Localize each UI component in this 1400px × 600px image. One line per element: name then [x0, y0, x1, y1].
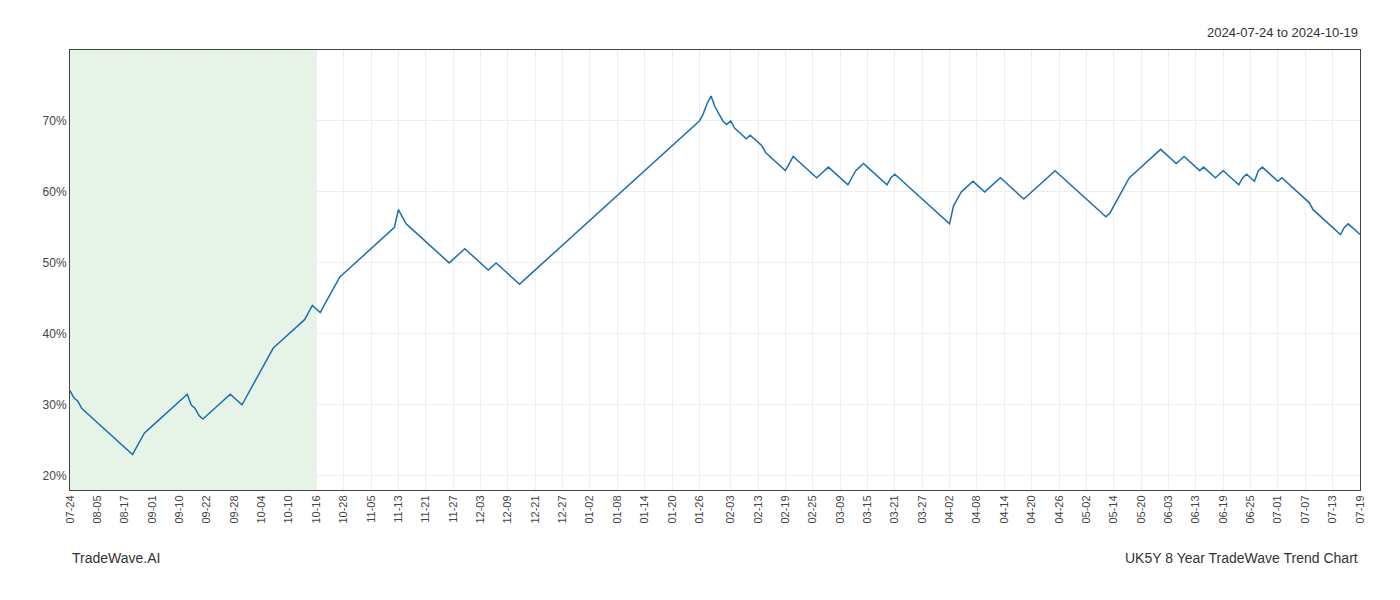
svg-text:09-10: 09-10 [173, 495, 185, 523]
svg-text:06-13: 06-13 [1189, 495, 1201, 523]
svg-text:01-08: 01-08 [611, 495, 623, 523]
svg-text:03-09: 03-09 [834, 495, 846, 523]
svg-text:01-14: 01-14 [638, 495, 650, 523]
svg-text:06-19: 06-19 [1217, 495, 1229, 523]
svg-text:02-25: 02-25 [806, 495, 818, 523]
svg-text:04-08: 04-08 [970, 495, 982, 523]
svg-text:11-05: 11-05 [365, 495, 377, 522]
svg-text:50%: 50% [43, 256, 67, 270]
svg-text:10-04: 10-04 [255, 495, 267, 523]
svg-text:04-20: 04-20 [1025, 495, 1037, 523]
svg-text:02-13: 02-13 [752, 495, 764, 523]
svg-text:70%: 70% [43, 114, 67, 128]
svg-text:01-02: 01-02 [583, 495, 595, 523]
svg-text:11-21: 11-21 [419, 495, 431, 522]
svg-text:11-13: 11-13 [392, 495, 404, 522]
svg-text:07-19: 07-19 [1354, 495, 1366, 523]
svg-text:10-10: 10-10 [282, 495, 294, 523]
svg-text:05-14: 05-14 [1107, 495, 1119, 523]
svg-text:UK5Y 8 Year TradeWave Trend Ch: UK5Y 8 Year TradeWave Trend Chart [1125, 550, 1358, 566]
svg-text:10-28: 10-28 [337, 495, 349, 523]
svg-text:12-03: 12-03 [474, 495, 486, 523]
svg-text:12-27: 12-27 [556, 495, 568, 523]
svg-text:01-20: 01-20 [666, 495, 678, 523]
svg-text:03-15: 03-15 [861, 495, 873, 523]
svg-text:02-03: 02-03 [724, 495, 736, 523]
svg-text:09-22: 09-22 [200, 495, 212, 523]
svg-text:08-17: 08-17 [118, 495, 130, 523]
svg-text:04-26: 04-26 [1053, 495, 1065, 523]
svg-text:07-07: 07-07 [1299, 495, 1311, 523]
svg-text:07-01: 07-01 [1271, 495, 1283, 523]
svg-text:02-19: 02-19 [779, 495, 791, 523]
svg-text:04-02: 04-02 [943, 495, 955, 523]
svg-text:07-24: 07-24 [64, 495, 76, 523]
svg-text:08-05: 08-05 [91, 495, 103, 523]
svg-text:09-28: 09-28 [228, 495, 240, 523]
svg-text:40%: 40% [43, 327, 67, 341]
svg-text:03-27: 03-27 [916, 495, 928, 523]
svg-text:04-14: 04-14 [998, 495, 1010, 523]
svg-text:2024-07-24 to 2024-10-19: 2024-07-24 to 2024-10-19 [1207, 25, 1358, 40]
svg-text:TradeWave.AI: TradeWave.AI [72, 550, 160, 566]
svg-text:30%: 30% [43, 398, 67, 412]
svg-text:05-02: 05-02 [1080, 495, 1092, 523]
svg-text:60%: 60% [43, 185, 67, 199]
svg-text:05-20: 05-20 [1135, 495, 1147, 523]
svg-text:09-01: 09-01 [146, 495, 158, 523]
svg-text:20%: 20% [43, 469, 67, 483]
svg-text:07-13: 07-13 [1326, 495, 1338, 523]
svg-text:12-21: 12-21 [529, 495, 541, 523]
svg-text:12-09: 12-09 [501, 495, 513, 523]
svg-text:11-27: 11-27 [447, 495, 459, 522]
svg-text:06-25: 06-25 [1244, 495, 1256, 523]
svg-text:06-03: 06-03 [1162, 495, 1174, 523]
svg-text:10-16: 10-16 [310, 495, 322, 523]
svg-text:01-26: 01-26 [693, 495, 705, 523]
svg-text:03-21: 03-21 [888, 495, 900, 523]
